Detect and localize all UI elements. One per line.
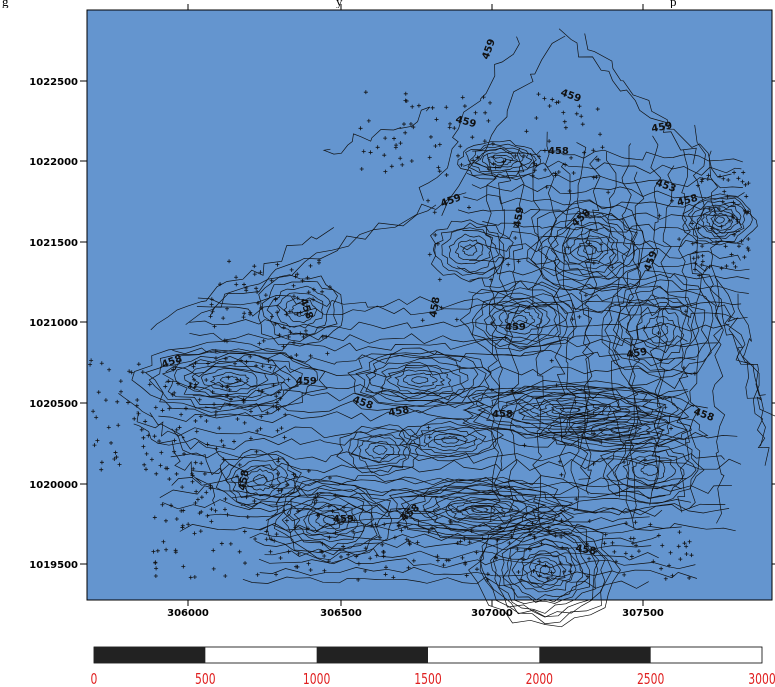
contour-label: 459 <box>512 206 526 229</box>
contour-label: 458 <box>548 146 569 157</box>
x-tick-label: 307000 <box>471 608 513 619</box>
contour-label: 459 <box>651 120 674 134</box>
contour-label: 459 <box>454 114 477 130</box>
x-axis: 306000 306500 307000 307500 <box>167 4 664 619</box>
y-axis: 1022500 1022000 1021500 1021000 1020500 10200… <box>29 77 775 571</box>
contour-label: 458 <box>574 543 597 557</box>
contour-label: 459 <box>333 514 354 525</box>
scale-bar-label: 0 <box>91 671 98 687</box>
scale-bar-segment <box>539 647 651 663</box>
contour-label: 459 <box>626 346 649 360</box>
scale-bar: 0 500 1000 1500 2000 2500 3000 <box>91 646 775 687</box>
y-tick-label: 1022000 <box>29 157 78 168</box>
contour-label: 458 <box>388 404 411 418</box>
scale-bar-segment <box>94 647 206 663</box>
scale-bar-segment <box>316 647 428 663</box>
y-tick-label: 1019500 <box>29 560 78 571</box>
scale-bar-label: 2000 <box>526 671 553 687</box>
caption-fragment-right: p <box>670 0 677 8</box>
y-tick-label: 1021500 <box>29 238 78 249</box>
contour-label: 459 <box>505 322 526 333</box>
scale-bar-label: 500 <box>195 671 216 687</box>
y-tick-label: 1020500 <box>29 399 78 410</box>
scale-bar-label: 3000 <box>748 671 775 687</box>
x-tick-label: 306500 <box>320 608 362 619</box>
scale-bar-label: 1500 <box>414 671 441 687</box>
contour-label: 459 <box>296 376 317 387</box>
y-tick-label: 1021000 <box>29 318 78 329</box>
y-tick-label: 1022500 <box>29 77 78 88</box>
scale-bar-label: 1000 <box>303 671 330 687</box>
x-tick-label: 307500 <box>622 608 664 619</box>
y-tick-label: 1020000 <box>29 480 78 491</box>
contour-label: 458 <box>428 296 442 319</box>
contour-label: 458 <box>492 409 513 420</box>
x-tick-label: 306000 <box>167 608 209 619</box>
sample-point-markers <box>88 90 751 582</box>
caption-fragment-left: g <box>2 0 9 8</box>
contour-lines <box>118 28 775 628</box>
caption-fragment-mid: y <box>336 0 343 8</box>
top-caption-fragment: g y p <box>0 0 775 8</box>
contour-label: 458 <box>237 469 251 492</box>
scale-bar-label: 2500 <box>637 671 664 687</box>
contour-label: 458 <box>676 193 699 209</box>
